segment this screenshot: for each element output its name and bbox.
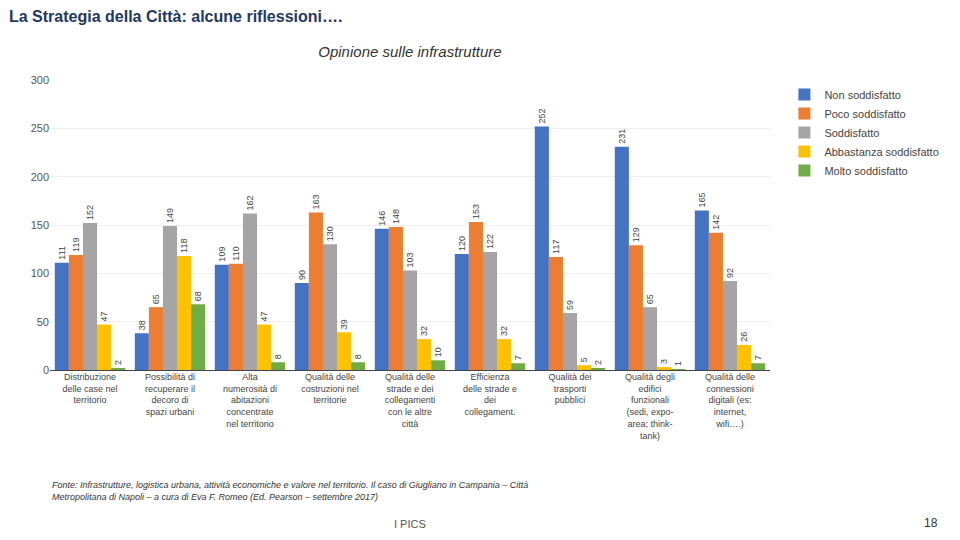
svg-text:38: 38 (137, 320, 147, 330)
svg-text:119: 119 (71, 238, 81, 252)
svg-text:50: 50 (37, 316, 49, 328)
svg-text:109: 109 (217, 247, 227, 262)
svg-text:100: 100 (31, 267, 49, 279)
svg-text:250: 250 (31, 122, 49, 134)
svg-text:Qualità degliedificifunzionali: Qualità degliedificifunzionali(sedi, exp… (625, 372, 675, 441)
svg-text:65: 65 (645, 294, 655, 304)
svg-text:163: 163 (311, 194, 321, 209)
svg-text:152: 152 (85, 205, 95, 220)
svg-text:2: 2 (593, 360, 603, 365)
svg-text:148: 148 (391, 209, 401, 224)
svg-text:300: 300 (31, 74, 49, 86)
svg-text:150: 150 (31, 219, 49, 231)
svg-text:Efficienzadelle strade edeicol: Efficienzadelle strade edeicollegament. (463, 372, 517, 417)
svg-text:47: 47 (99, 312, 109, 322)
svg-text:111: 111 (57, 246, 67, 260)
svg-text:I PICS: I PICS (394, 518, 426, 530)
svg-text:26: 26 (739, 332, 749, 342)
svg-text:92: 92 (725, 268, 735, 278)
svg-text:165: 165 (697, 192, 707, 207)
svg-text:162: 162 (245, 195, 255, 210)
svg-text:Abbastanza soddisfatto: Abbastanza soddisfatto (824, 146, 938, 158)
svg-text:Qualità dellecostruzioni nelte: Qualità dellecostruzioni nelterritorie (301, 372, 359, 405)
svg-text:110: 110 (231, 246, 241, 260)
svg-text:130: 130 (325, 226, 335, 241)
svg-text:18: 18 (924, 516, 938, 530)
svg-text:90: 90 (297, 270, 307, 280)
svg-text:Qualità delleconnessionidigita: Qualità delleconnessionidigitali (es:int… (705, 372, 755, 429)
svg-text:65: 65 (151, 294, 161, 304)
svg-text:10: 10 (433, 347, 443, 357)
svg-text:7: 7 (753, 355, 763, 360)
svg-text:Fonte: Infrastrutture, logisti: Fonte: Infrastrutture, logistica urbana,… (52, 480, 528, 502)
svg-text:120: 120 (457, 236, 467, 251)
svg-text:Poco soddisfatto: Poco soddisfatto (824, 108, 905, 120)
svg-text:39: 39 (339, 319, 349, 329)
svg-text:32: 32 (419, 326, 429, 336)
svg-text:8: 8 (353, 354, 363, 359)
svg-text:Soddisfatto: Soddisfatto (824, 127, 879, 139)
svg-text:68: 68 (193, 291, 203, 301)
svg-text:118: 118 (179, 239, 189, 253)
svg-text:2: 2 (113, 360, 123, 365)
svg-text:231: 231 (617, 129, 627, 144)
svg-text:8: 8 (273, 354, 283, 359)
svg-text:Molto soddisfatto: Molto soddisfatto (824, 165, 907, 177)
svg-text:Qualità deitrasportipubblici: Qualità deitrasportipubblici (548, 372, 591, 405)
svg-text:Non soddisfatto: Non soddisfatto (824, 89, 900, 101)
svg-text:142: 142 (711, 215, 721, 230)
svg-text:0: 0 (43, 364, 49, 376)
svg-text:32: 32 (499, 326, 509, 336)
svg-text:103: 103 (405, 252, 415, 267)
svg-text:200: 200 (31, 171, 49, 183)
svg-text:47: 47 (259, 312, 269, 322)
svg-text:3: 3 (659, 359, 669, 364)
svg-text:Distribuzionedelle case nelter: Distribuzionedelle case nelterritorio (62, 372, 117, 405)
svg-text:5: 5 (579, 357, 589, 362)
svg-text:Altanumerosità diabitazionicon: Altanumerosità diabitazioniconcentratene… (223, 372, 277, 429)
svg-text:La Strategia della Città: alcu: La Strategia della Città: alcune rifless… (9, 8, 342, 25)
svg-text:1: 1 (673, 361, 683, 366)
svg-text:Opinione sulle infrastrutture: Opinione sulle infrastrutture (318, 43, 501, 60)
svg-text:149: 149 (165, 208, 175, 223)
svg-text:117: 117 (551, 240, 561, 254)
svg-text:153: 153 (471, 204, 481, 219)
svg-text:59: 59 (565, 300, 575, 310)
svg-text:Possibilità direcuperare ildec: Possibilità direcuperare ildecoro dispaz… (145, 372, 195, 417)
svg-text:146: 146 (377, 211, 387, 226)
svg-text:7: 7 (513, 355, 523, 360)
svg-text:252: 252 (537, 108, 547, 123)
svg-text:122: 122 (485, 234, 495, 249)
svg-text:129: 129 (631, 227, 641, 242)
svg-text:Qualità dellestrade e deicolle: Qualità dellestrade e deicollegamenticon… (385, 372, 436, 429)
